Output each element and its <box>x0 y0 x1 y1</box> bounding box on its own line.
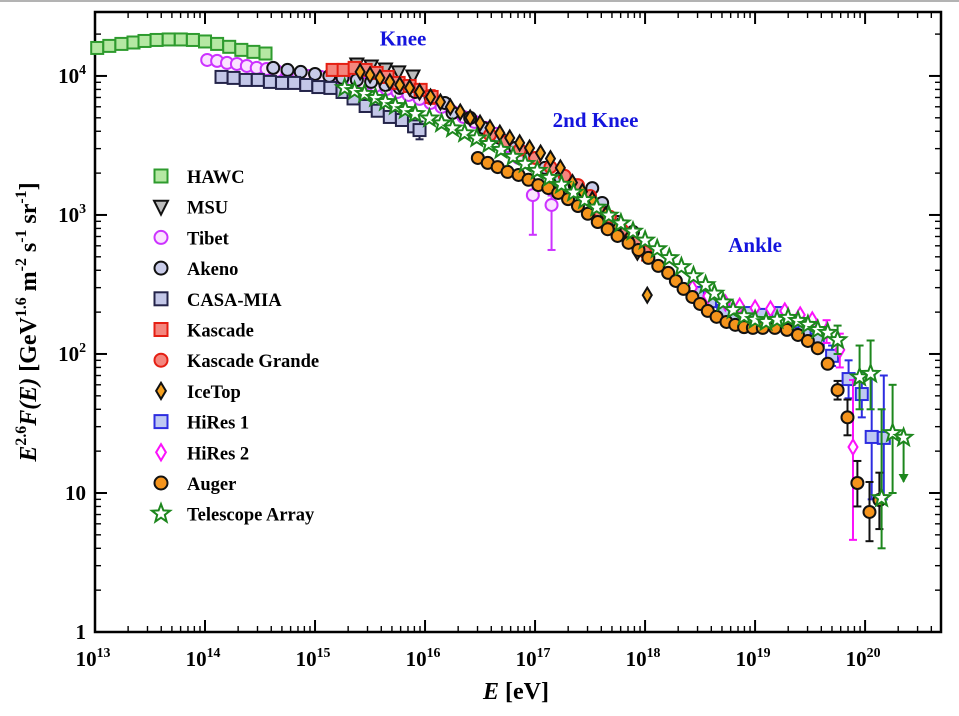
legend-marker-auger <box>153 475 169 491</box>
legend-label-icetop: IceTop <box>187 383 241 403</box>
svg-text:1019: 1019 <box>736 645 771 671</box>
series-hawc <box>90 32 273 61</box>
x-axis-tick-labels: 1013 1014 1015 1016 1017 1018 1019 1020 <box>76 645 881 671</box>
legend-marker-hawc <box>153 168 169 184</box>
svg-text:1018: 1018 <box>626 645 661 671</box>
legend-item-telescope-array: Telescope Array <box>149 501 315 526</box>
svg-text:1016: 1016 <box>406 645 441 671</box>
legend-label-msu: MSU <box>187 199 228 219</box>
legend-item-kascade: Kascade <box>153 322 254 342</box>
svg-text:1: 1 <box>76 620 87 644</box>
legend-label-casa-mia: CASA-MIA <box>187 291 282 311</box>
legend-label-hires-1: HiRes 1 <box>187 414 249 434</box>
annotation-knee: Knee <box>380 26 427 50</box>
legend: HAWC MSU Tibet Akeno CASA-MIA Kascade Kascade … <box>149 168 319 526</box>
svg-text:1017: 1017 <box>516 645 551 671</box>
legend-item-kascade-grande: Kascade Grande <box>153 352 319 372</box>
svg-text:1020: 1020 <box>846 645 881 671</box>
legend-marker-casa-mia <box>153 291 169 307</box>
legend-item-casa-mia: CASA-MIA <box>153 291 282 311</box>
annotation-ankle: Ankle <box>728 233 782 257</box>
legend-item-hires-1: HiRes 1 <box>153 414 249 434</box>
series-telescope-array <box>333 76 915 550</box>
legend-item-msu: MSU <box>152 199 228 219</box>
legend-marker-msu <box>152 199 170 217</box>
axis-ticks <box>94 12 941 633</box>
svg-text:102: 102 <box>58 340 86 366</box>
svg-text:104: 104 <box>58 62 86 88</box>
svg-text:1014: 1014 <box>186 645 221 671</box>
series-icetop <box>354 62 653 305</box>
legend-item-icetop: IceTop <box>154 380 241 403</box>
legend-label-hires-2: HiRes 2 <box>187 444 249 464</box>
legend-label-akeno: Akeno <box>187 260 238 280</box>
legend-item-tibet: Tibet <box>153 229 230 249</box>
svg-text:103: 103 <box>58 201 86 227</box>
legend-marker-tibet <box>153 229 169 245</box>
top-border-line <box>0 0 959 2</box>
legend-item-hires-2: HiRes 2 <box>154 442 249 464</box>
legend-marker-kascade-grande <box>153 352 169 368</box>
legend-label-kascade-grande: Kascade Grande <box>187 352 319 372</box>
svg-text:10: 10 <box>65 481 86 505</box>
legend-marker-hires-1 <box>153 414 169 430</box>
x-axis-title: E [eV] <box>482 679 549 705</box>
legend-label-kascade: Kascade <box>187 322 254 342</box>
series-auger <box>470 150 887 543</box>
legend-marker-telescope-array <box>149 501 173 524</box>
y-axis-title: E2.6F(E) [GeV1.6 m-2 s-1 sr-1] <box>13 182 42 462</box>
legend-marker-kascade <box>153 322 169 337</box>
legend-marker-icetop <box>154 380 168 401</box>
legend-marker-hires-2 <box>154 442 168 463</box>
legend-label-hawc: HAWC <box>187 168 245 188</box>
svg-text:1013: 1013 <box>76 645 111 671</box>
svg-text:1015: 1015 <box>296 645 331 671</box>
y-axis-tick-labels: 1 10 102 103 104 <box>58 62 86 644</box>
annotation-2nd-knee: 2nd Knee <box>553 108 639 132</box>
legend-item-akeno: Akeno <box>153 260 238 280</box>
legend-marker-akeno <box>153 260 169 276</box>
legend-label-tibet: Tibet <box>187 229 230 249</box>
annotations: Knee 2nd Knee Ankle <box>380 26 782 257</box>
legend-item-hawc: HAWC <box>153 168 245 188</box>
legend-label-telescope-array: Telescope Array <box>187 506 315 526</box>
data-series <box>90 32 915 550</box>
legend-item-auger: Auger <box>153 475 236 495</box>
legend-label-auger: Auger <box>187 475 236 495</box>
